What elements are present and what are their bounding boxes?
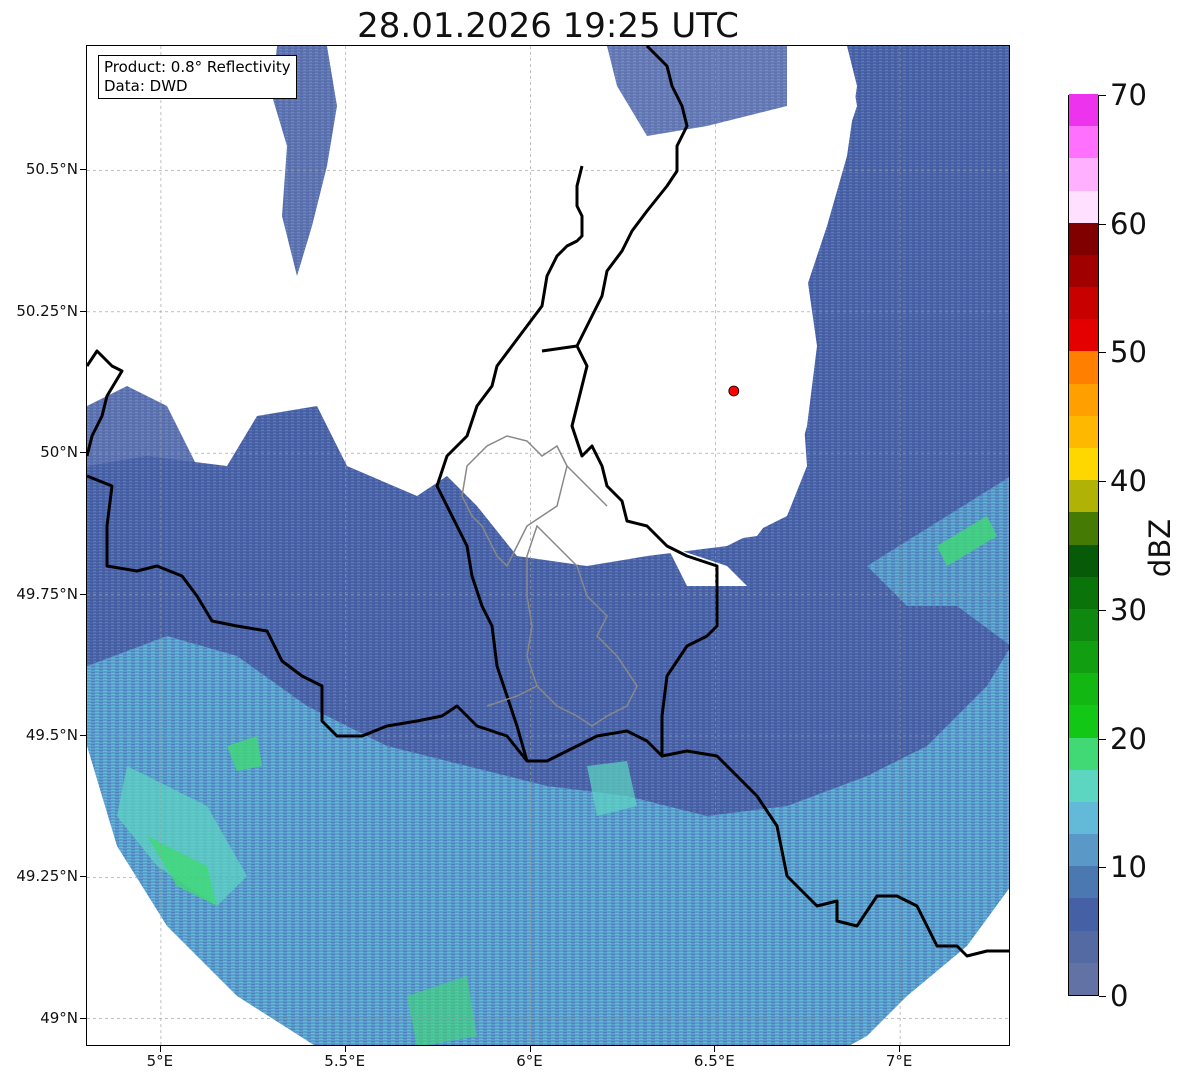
colorbar-tick-label: 10 (1110, 850, 1147, 885)
colorbar-tick (1099, 352, 1106, 354)
colorbar-segment (1069, 865, 1098, 899)
colorbar-segment (1069, 544, 1098, 577)
colorbar-segment (1069, 190, 1098, 223)
colorbar-tick-label: 70 (1110, 78, 1147, 112)
radar-site-marker (728, 385, 740, 397)
lon-tick (899, 1046, 901, 1052)
lon-tick (714, 1046, 716, 1052)
lat-tick (80, 1017, 86, 1019)
lon-tick-label: 7°E (885, 1052, 913, 1070)
lat-tick (80, 593, 86, 595)
lon-tick-label: 5.5°E (324, 1052, 366, 1070)
colorbar-tick (1099, 95, 1106, 96)
lon-tick (159, 1046, 161, 1052)
colorbar-tick-label: 20 (1110, 721, 1147, 756)
country-borders (87, 46, 1009, 958)
colorbar-tick (1099, 996, 1106, 997)
lat-tick-label: 49.25°N (16, 867, 78, 886)
echo-field-mid (87, 477, 1009, 1045)
lon-tick-label: 6.5°E (693, 1052, 735, 1070)
chart-title: 28.01.2026 19:25 UTC (357, 6, 739, 46)
colorbar-segment (1069, 672, 1098, 706)
colorbar-segment (1069, 737, 1098, 770)
lat-tick (80, 452, 86, 454)
colorbar-segment (1069, 576, 1098, 609)
lat-tick (80, 734, 86, 736)
colorbar-tick (1099, 481, 1106, 483)
lon-tick (529, 1046, 531, 1052)
colorbar-tick (1099, 867, 1106, 869)
colorbar-segment (1069, 769, 1098, 802)
lat-tick (80, 169, 86, 171)
radar-map-canvas (87, 46, 1009, 1045)
colorbar (1068, 93, 1099, 996)
colorbar-tick (1099, 738, 1106, 740)
lon-tick-label: 6°E (516, 1052, 543, 1070)
lat-tick-label: 49.75°N (16, 584, 78, 603)
lat-tick-label: 49°N (40, 1008, 78, 1027)
colorbar-tick-label: 30 (1110, 592, 1147, 627)
colorbar-segment (1069, 833, 1098, 867)
colorbar-unit: dBZ (1143, 518, 1177, 578)
colorbar-tick (1099, 609, 1106, 611)
colorbar-tick-label: 0 (1110, 979, 1129, 1013)
no-echo-areas (87, 46, 1009, 1045)
colorbar-segment (1069, 93, 1098, 127)
lat-tick (80, 876, 86, 878)
regional-borders (461, 435, 638, 727)
lat-tick-label: 50.5°N (25, 160, 78, 179)
colorbar-segment (1069, 383, 1098, 416)
colorbar-segment (1069, 479, 1098, 513)
colorbar-segment (1069, 897, 1098, 931)
product-label: Product: 0.8° Reflectivity (104, 58, 291, 76)
lat-tick-label: 49.5°N (25, 725, 78, 744)
colorbar-tick-label: 40 (1110, 464, 1147, 499)
colorbar-segment (1069, 350, 1098, 384)
colorbar-tick-label: 60 (1110, 206, 1147, 241)
lat-tick-label: 50.25°N (16, 301, 78, 320)
colorbar-segment (1069, 415, 1098, 448)
colorbar-segment (1069, 286, 1098, 320)
colorbar-segment (1069, 157, 1098, 191)
colorbar-segment (1069, 962, 1098, 995)
colorbar-segment (1069, 801, 1098, 835)
data-source-label: Data: DWD (104, 77, 188, 95)
colorbar-segment (1069, 511, 1098, 545)
colorbar-segment (1069, 640, 1098, 674)
colorbar-segment (1069, 704, 1098, 738)
lon-tick-label: 5°E (146, 1052, 174, 1070)
colorbar-segment (1069, 222, 1098, 255)
colorbar-segment (1069, 254, 1098, 288)
product-info-box: Product: 0.8° Reflectivity Data: DWD (98, 55, 297, 99)
lat-tick (80, 310, 86, 312)
colorbar-segment (1069, 125, 1098, 159)
radar-map: Product: 0.8° Reflectivity Data: DWD (86, 45, 1010, 1046)
colorbar-tick (1099, 223, 1106, 225)
colorbar-segment (1069, 608, 1098, 642)
colorbar-segment (1069, 318, 1098, 352)
lon-tick (344, 1046, 346, 1052)
colorbar-tick-label: 50 (1110, 335, 1147, 370)
colorbar-segment (1069, 930, 1098, 963)
lat-tick-label: 50°N (40, 443, 78, 462)
colorbar-segment (1069, 447, 1098, 481)
